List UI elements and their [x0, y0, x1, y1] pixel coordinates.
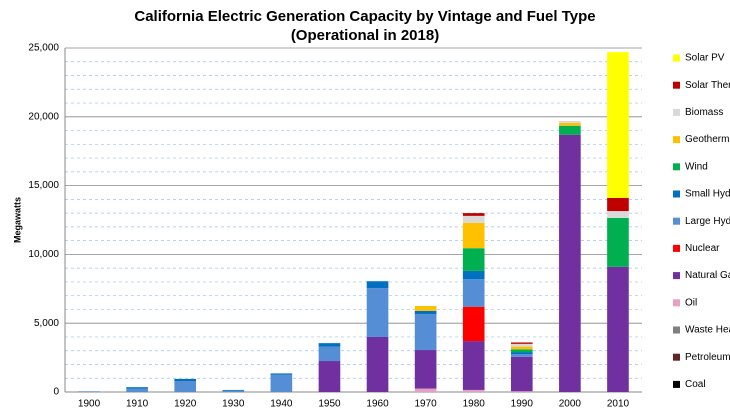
y-tick-label: 15,000: [28, 180, 59, 191]
legend-swatch: [673, 54, 680, 62]
bar-segment: [174, 380, 197, 392]
legend-swatch: [673, 380, 680, 388]
legend-label: Wind: [685, 161, 708, 172]
legend-label: Biomass: [685, 107, 723, 118]
legend-label: Natural Gas: [685, 270, 730, 281]
bar-segment: [126, 388, 148, 392]
x-tick-label: 1970: [415, 399, 438, 410]
x-tick-label: 1960: [366, 399, 389, 410]
bar-segment: [462, 341, 485, 390]
legend-label: Petroleum Coke: [685, 352, 730, 363]
y-tick-label: 5,000: [34, 318, 59, 329]
x-tick-label: 1950: [318, 399, 341, 410]
chart-title: California Electric Generation Capacity …: [134, 8, 595, 25]
bar-segment: [414, 306, 437, 311]
bar-segment: [462, 270, 485, 280]
x-tick-label: 1990: [511, 399, 534, 410]
x-tick-label: 1900: [78, 399, 101, 410]
bar-segment: [462, 248, 485, 271]
chart-subtitle: (Operational in 2018): [291, 27, 439, 44]
bar-segment: [607, 217, 629, 267]
bar-segment: [462, 306, 485, 342]
legend-swatch: [673, 163, 680, 171]
bar-segment: [559, 134, 581, 393]
legend-label: Coal: [685, 379, 706, 390]
bar-segment: [462, 389, 485, 392]
bar-segment: [318, 346, 341, 362]
y-tick-label: 20,000: [28, 111, 59, 122]
legend-label: Geothermal: [685, 134, 730, 145]
y-axis-label: Megawatts: [12, 197, 22, 243]
bar-segment: [222, 389, 245, 391]
bar-segment: [414, 388, 437, 392]
y-tick-label: 10,000: [28, 249, 59, 260]
legend-label: Solar PV: [685, 53, 725, 64]
x-tick-label: 1980: [463, 399, 486, 410]
bar-segment: [607, 211, 629, 218]
legend-swatch: [673, 353, 680, 361]
bar-segment: [414, 314, 437, 351]
legend-swatch: [673, 81, 680, 89]
bar-segment: [510, 354, 533, 357]
bar-segment: [510, 346, 533, 350]
bar-segment: [462, 222, 485, 249]
bar-segment: [366, 336, 389, 392]
bar-segment: [414, 310, 437, 315]
bar-segment: [510, 349, 533, 353]
bar-segment: [414, 350, 437, 389]
x-tick-label: 2000: [559, 399, 582, 410]
bar-segment: [559, 120, 581, 123]
bar-segment: [607, 266, 629, 392]
bar-segment: [270, 374, 293, 392]
bar-segment: [78, 391, 100, 392]
legend-swatch: [673, 299, 680, 307]
bar-segment: [510, 342, 533, 344]
legend-label: Waste Heat: [685, 325, 730, 336]
legend-label: Solar Thermal: [685, 80, 730, 91]
x-tick-label: 1920: [174, 399, 197, 410]
legend-swatch: [673, 217, 680, 225]
bar-segment: [510, 352, 533, 355]
bar-segment: [222, 390, 245, 392]
legend-label: Oil: [685, 297, 697, 308]
legend-label: Nuclear: [685, 243, 720, 254]
bar-segment: [607, 52, 629, 198]
legend-label: Small Hydro: [685, 189, 730, 200]
legend-swatch: [673, 244, 680, 252]
x-tick-label: 1940: [270, 399, 293, 410]
bar-segment: [270, 373, 293, 375]
legend-label: Large Hydro: [685, 216, 730, 227]
legend-swatch: [673, 108, 680, 116]
bar-segment: [318, 343, 341, 347]
bar-segment: [559, 125, 581, 135]
x-tick-label: 2010: [607, 399, 630, 410]
bar-segment: [366, 281, 389, 289]
legend-swatch: [673, 136, 680, 144]
y-tick-label: 25,000: [28, 43, 59, 54]
x-tick-label: 1930: [222, 399, 245, 410]
y-tick-label: 0: [53, 387, 59, 398]
bar-segment: [174, 378, 197, 381]
bar-segment: [462, 213, 485, 216]
bar-segment: [126, 387, 148, 389]
legend-swatch: [673, 326, 680, 334]
bar-segment: [559, 122, 581, 126]
bar-segment: [366, 288, 389, 337]
x-tick-label: 1910: [126, 399, 149, 410]
bar-segment: [462, 279, 485, 307]
legend-swatch: [673, 190, 680, 198]
bar-segment: [462, 215, 485, 223]
bar-segment: [318, 361, 341, 392]
bar-segment: [510, 343, 533, 347]
bar-segment: [607, 197, 629, 212]
legend-swatch: [673, 272, 680, 280]
bar-segment: [510, 356, 533, 392]
bar-segment: [510, 391, 533, 392]
